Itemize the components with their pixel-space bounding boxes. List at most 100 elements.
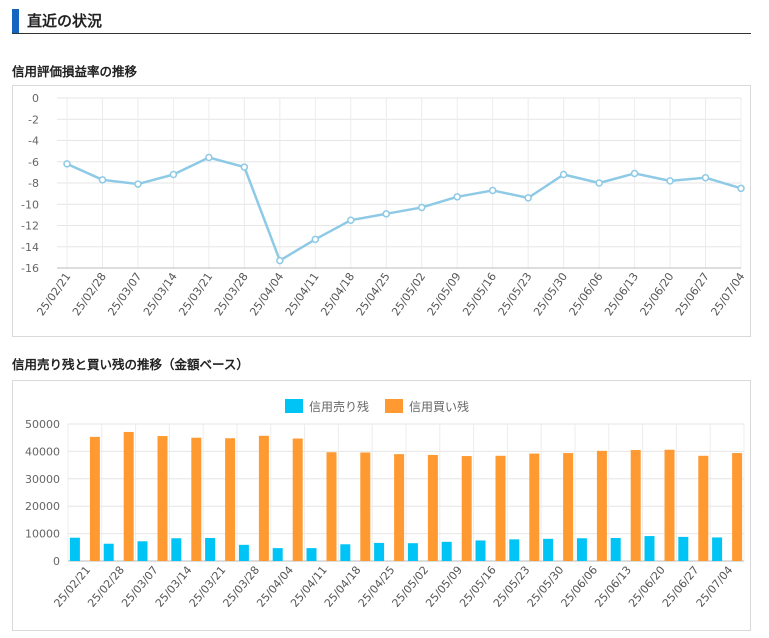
data-point [701,173,710,182]
series-line [66,156,742,262]
data-point [382,210,391,218]
legend-label: 信用買い残 [409,400,469,414]
margin-balance-bar-chart: 信用売り残 信用買い残 0 10000 20000 30000 40000 50000 25/0… [25,399,745,610]
bar-sell [171,538,182,561]
section-header: 直近の状況 [12,9,751,34]
y-tick-label: 20000 [25,500,60,513]
bar-buy [123,431,134,561]
y-tick-label: 40000 [25,445,60,458]
data-point [98,176,107,184]
bar-sell [407,543,418,561]
x-tick-label: 25/06/13 [602,270,641,318]
chart2-title: 信用売り残と買い残の推移（金額ベース） [12,357,249,372]
data-point [134,180,142,188]
legend-swatch [285,399,303,413]
bar-buy [360,452,371,561]
legend: 信用売り残 信用買い残 [285,399,469,414]
data-point [666,177,674,185]
data-point [240,163,249,171]
bar-buy [427,454,438,561]
data-point [453,193,461,201]
y-tick-label: -8 [28,177,39,190]
bar-buy [394,454,405,561]
y-tick-label: 0 [53,555,60,568]
legend-swatch [385,399,403,413]
y-tick-label: -10 [21,198,39,211]
x-tick-label: 25/04/25 [354,270,393,318]
bar-buy [191,437,202,561]
section-accent-bar [12,9,19,33]
data-point [63,160,71,168]
x-tick-label: 25/05/09 [425,270,464,318]
data-point [169,170,178,179]
bar-sell [610,537,621,561]
x-tick-label: 25/07/04 [708,270,747,318]
y-tick-label: -2 [28,113,39,126]
y-tick-label: -16 [21,262,39,275]
bar-sell [543,538,554,561]
y-tick-label: 10000 [25,528,60,541]
data-point [205,153,213,162]
bar-buy [563,453,574,561]
bar-sell [340,544,351,561]
bar-buy [258,435,269,561]
x-tick-label: 25/02/21 [34,270,73,318]
x-tick-label: 25/05/30 [531,270,570,318]
bar-sell [69,537,80,561]
x-tick-label: 25/03/21 [176,270,215,318]
data-point [630,169,639,178]
bar-sell [576,538,587,561]
bar-buy [630,450,641,561]
bar-buy [529,453,540,561]
y-tick-label: 30000 [25,473,60,486]
bar-sell [272,548,283,561]
chart1-panel: 0 -2 -4 -6 -8 -10 -12 -14 -16 25/02/21 25/02/28 25/… [12,85,751,337]
x-tick-label: 25/04/11 [283,270,322,318]
data-point [737,184,745,193]
data-point [311,235,320,244]
legend-label: 信用売り残 [309,399,369,414]
x-tick-label: 25/02/28 [70,270,109,318]
bar-sell [475,540,486,561]
y-tick-label: 0 [32,92,39,105]
chart2-panel: 信用売り残 信用買い残 0 10000 20000 30000 40000 50000 25/0… [12,380,751,631]
y-tick-label: -6 [28,156,39,169]
x-tick-label: 25/06/06 [567,270,606,318]
bar-buy [461,456,472,561]
x-tick-label: 25/05/23 [496,270,535,318]
y-tick-label: 50000 [25,418,60,431]
x-tick-label: 25/07/04 [694,564,736,610]
bar-sell [205,537,216,561]
profit-rate-line-chart: 0-2-4-6-8-10-12-14-1625/02/2125/02/2825/… [21,92,747,318]
bar-buy [664,449,675,561]
bar-buy [698,455,709,561]
x-tick-label: 25/03/07 [105,270,144,318]
y-tick-label: -12 [21,220,39,233]
x-tick-label: 25/05/16 [460,270,499,318]
chart1-title: 信用評価損益率の推移 [12,64,138,79]
bar-sell [137,541,148,561]
bar-sell [509,539,520,561]
bar-sell [238,544,249,561]
bar-buy [157,436,168,561]
bar-sell [374,542,385,561]
bar-sell [712,537,723,561]
x-tick-label: 25/04/18 [318,270,357,318]
x-tick-label: 25/05/02 [389,270,428,318]
data-point [417,203,426,212]
bar-sell [306,548,317,561]
bar-sell [103,543,114,561]
bar-buy [732,453,743,561]
bar-buy [89,436,100,561]
bar-sell [644,536,655,561]
data-point [595,179,603,187]
bar-sell [678,536,689,561]
data-point [276,256,284,265]
y-tick-label: -4 [28,135,39,148]
bar-buy [225,438,236,561]
x-tick-label: 25/06/27 [673,270,712,318]
x-tick-label: 25/04/04 [247,270,286,318]
data-point [347,216,355,224]
data-point [524,194,532,202]
x-tick-label: 25/03/14 [141,270,180,318]
